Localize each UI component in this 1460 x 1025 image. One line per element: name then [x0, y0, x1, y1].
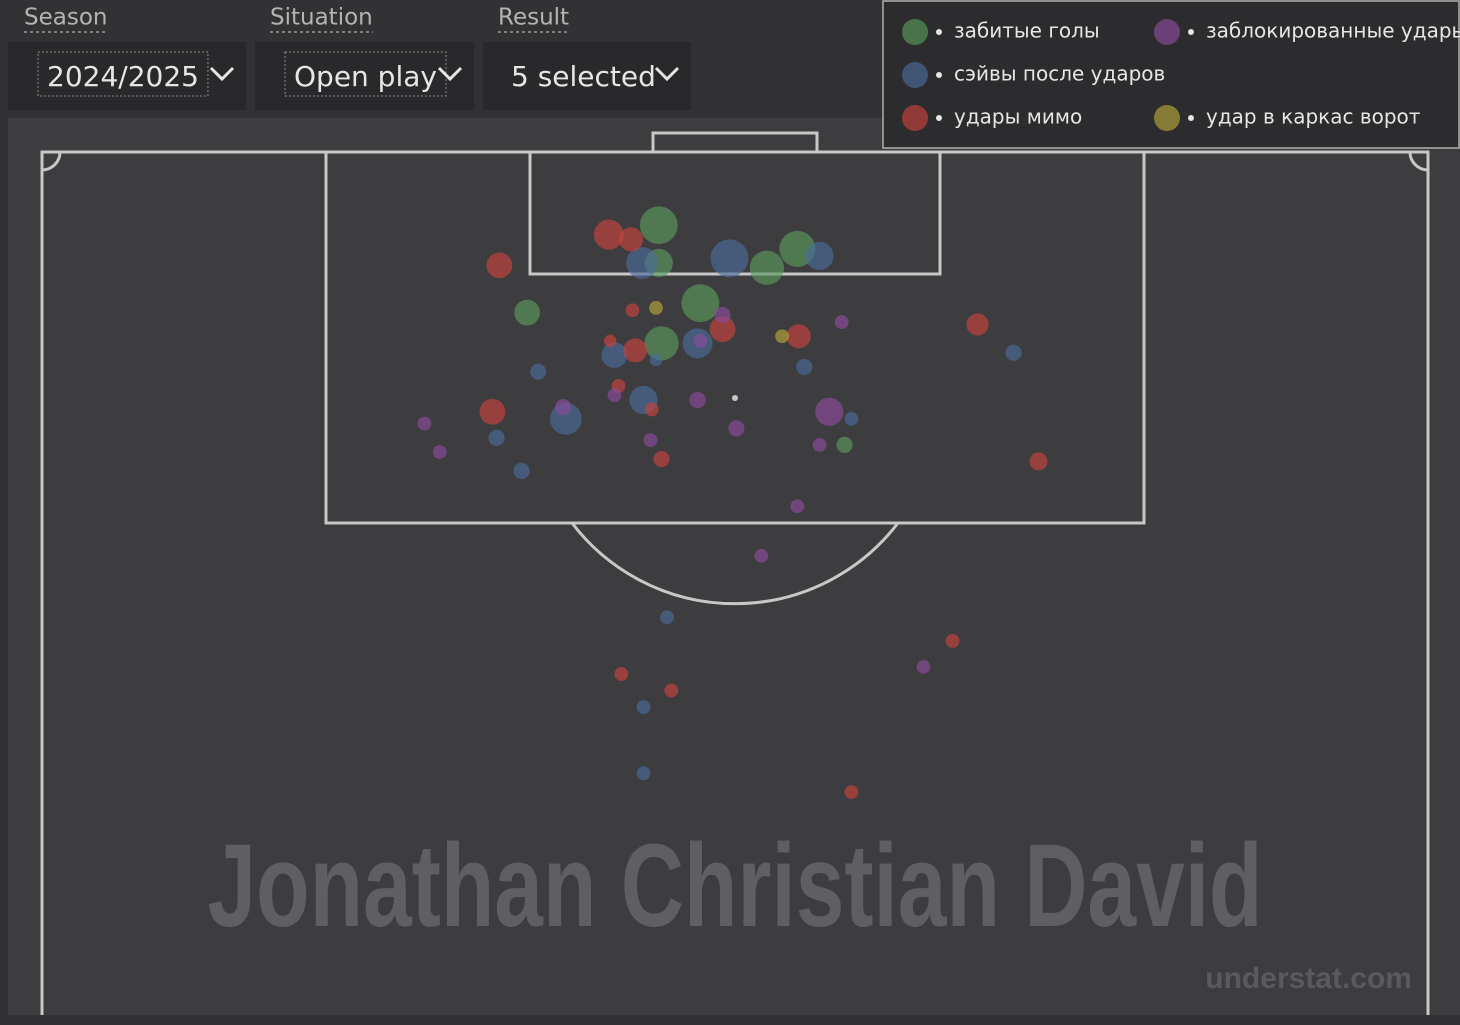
shot[interactable]: [601, 342, 628, 369]
shot[interactable]: [681, 284, 720, 323]
shot[interactable]: [593, 219, 624, 250]
pitch-lines: [40, 131, 1430, 1015]
filter-label: Result: [498, 5, 569, 31]
shot[interactable]: [786, 324, 811, 349]
legend-entries: забитые голы сэйвы после ударов удары мимо…: [902, 19, 1460, 131]
dropdown-value: Open play: [294, 60, 437, 93]
shot[interactable]: [639, 206, 678, 245]
shot[interactable]: [834, 315, 849, 329]
chevron: [437, 66, 463, 82]
shot[interactable]: [636, 766, 651, 781]
focus-outline: [37, 51, 209, 97]
shot[interactable]: [530, 363, 547, 380]
shot[interactable]: [1029, 452, 1048, 471]
legend-bullet: [936, 115, 942, 121]
chevron: [654, 66, 680, 82]
shot[interactable]: [614, 667, 629, 681]
shot[interactable]: [649, 353, 663, 367]
legend-swatch: [1154, 105, 1180, 131]
filter-label: Situation: [270, 5, 373, 31]
shot[interactable]: [649, 300, 663, 315]
dropdown[interactable]: 2024/2025: [8, 42, 246, 110]
corner-arc: [1408, 151, 1429, 172]
shot[interactable]: [749, 250, 784, 285]
shot[interactable]: [623, 338, 648, 363]
shot[interactable]: [625, 303, 640, 318]
shot[interactable]: [619, 227, 644, 252]
shot[interactable]: [644, 326, 679, 361]
filter-label: Season: [24, 5, 107, 31]
shot[interactable]: [815, 397, 844, 426]
shot[interactable]: [513, 462, 530, 479]
shots: [417, 206, 1048, 800]
shot[interactable]: [644, 402, 659, 417]
chevron: [209, 66, 235, 82]
shot[interactable]: [603, 334, 617, 348]
penalty-arc: [570, 522, 900, 606]
shot[interactable]: [653, 450, 670, 468]
shot[interactable]: [710, 239, 749, 278]
shot[interactable]: [728, 420, 745, 437]
player-watermark: Jonathan Christian David: [208, 820, 1263, 952]
shot[interactable]: [836, 436, 853, 453]
shot[interactable]: [555, 398, 572, 416]
site-watermark: understat.com: [1205, 962, 1412, 995]
shot[interactable]: [966, 313, 989, 336]
legend-label: забитые голы: [954, 19, 1100, 43]
shot[interactable]: [796, 358, 813, 376]
shot[interactable]: [660, 610, 674, 625]
goal: [651, 131, 819, 152]
shot[interactable]: [775, 329, 790, 344]
shot[interactable]: [626, 247, 659, 279]
dropdown-box: [483, 42, 691, 110]
legend-label: удары мимо: [954, 105, 1082, 129]
shot[interactable]: [417, 416, 432, 431]
shot[interactable]: [693, 334, 708, 348]
shot[interactable]: [607, 388, 622, 403]
legend-label: заблокированные удары: [1206, 19, 1460, 43]
shot[interactable]: [636, 700, 651, 714]
corner-arc: [41, 151, 62, 172]
legend-swatch: [902, 19, 928, 45]
dropdown[interactable]: Open play: [255, 42, 474, 110]
shot[interactable]: [1005, 344, 1022, 361]
focus-outline: [284, 51, 447, 97]
dropdown-box: [8, 42, 246, 110]
shot[interactable]: [643, 433, 658, 448]
shot[interactable]: [844, 785, 859, 800]
legend-label: удар в каркас ворот: [1206, 105, 1421, 129]
shot[interactable]: [479, 398, 506, 425]
shot[interactable]: [488, 429, 505, 446]
shot[interactable]: [709, 316, 736, 343]
shot[interactable]: [514, 299, 540, 326]
legend-swatch: [902, 62, 928, 88]
legend-label: сэйвы после ударов: [954, 62, 1165, 86]
legend-bullet: [1188, 115, 1194, 121]
shot[interactable]: [664, 683, 679, 698]
shot[interactable]: [432, 445, 447, 459]
shot[interactable]: [790, 499, 805, 514]
legend-bullet: [936, 72, 942, 78]
shot[interactable]: [945, 634, 960, 648]
shot[interactable]: [714, 306, 731, 324]
legend-swatch: [1154, 19, 1180, 45]
shot[interactable]: [844, 412, 859, 426]
dropdown-box: [255, 42, 474, 110]
dropdown-value: 2024/2025: [47, 60, 199, 93]
shot[interactable]: [689, 391, 706, 409]
dropdown[interactable]: 5 selected: [483, 42, 691, 110]
filters: Season 2024/2025 Situation Open play Result 5…: [8, 5, 691, 110]
legend-bullet: [936, 29, 942, 35]
shot[interactable]: [486, 252, 513, 279]
shot[interactable]: [812, 437, 827, 452]
shot[interactable]: [754, 549, 769, 563]
shot[interactable]: [805, 241, 834, 271]
legend-bullet: [1188, 29, 1194, 35]
legend-swatch: [902, 105, 928, 131]
shot[interactable]: [916, 660, 931, 674]
penalty-spot: [732, 395, 738, 401]
dropdown-value: 5 selected: [511, 60, 656, 93]
